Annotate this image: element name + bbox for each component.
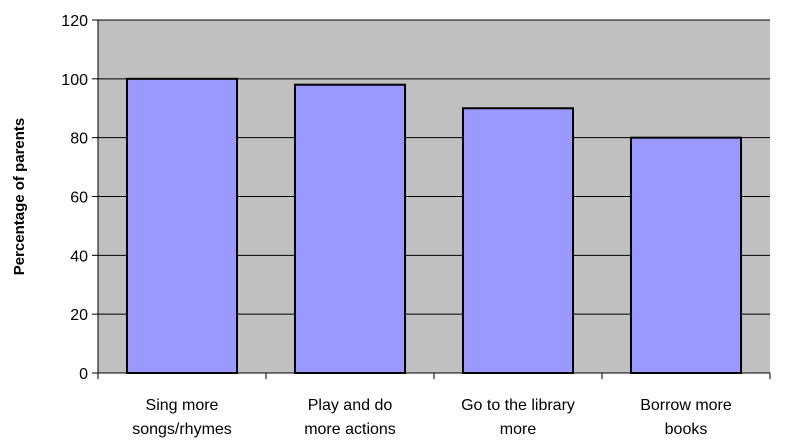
bar — [125, 77, 239, 374]
x-category-label: Play and do — [308, 397, 393, 414]
y-tick-label: 0 — [79, 366, 88, 383]
y-tick-label: 100 — [61, 72, 88, 89]
bar — [293, 83, 407, 374]
y-tick-label: 40 — [70, 248, 88, 265]
x-category-label: Go to the library — [461, 397, 575, 414]
axes — [97, 20, 771, 379]
y-tick-label: 80 — [70, 131, 88, 148]
x-category-label: more actions — [304, 421, 396, 438]
x-category-label: Borrow more — [640, 397, 732, 414]
x-category-labels: Sing more songs/rhymes Play and do more act… — [132, 397, 732, 438]
x-category-label: books — [665, 421, 708, 438]
x-category-label: Sing more — [146, 397, 219, 414]
x-category-label: more — [500, 421, 537, 438]
y-tick-labels: 0 20 40 60 80 100 120 — [61, 13, 88, 383]
bars — [125, 77, 743, 374]
y-tick-label: 120 — [61, 13, 88, 30]
y-axis-label: Percentage of parents — [11, 118, 28, 276]
x-category-label: songs/rhymes — [132, 421, 232, 438]
bar — [461, 107, 575, 374]
bar — [629, 136, 743, 374]
y-tick-label: 60 — [70, 190, 88, 207]
y-tick-label: 20 — [70, 307, 88, 324]
